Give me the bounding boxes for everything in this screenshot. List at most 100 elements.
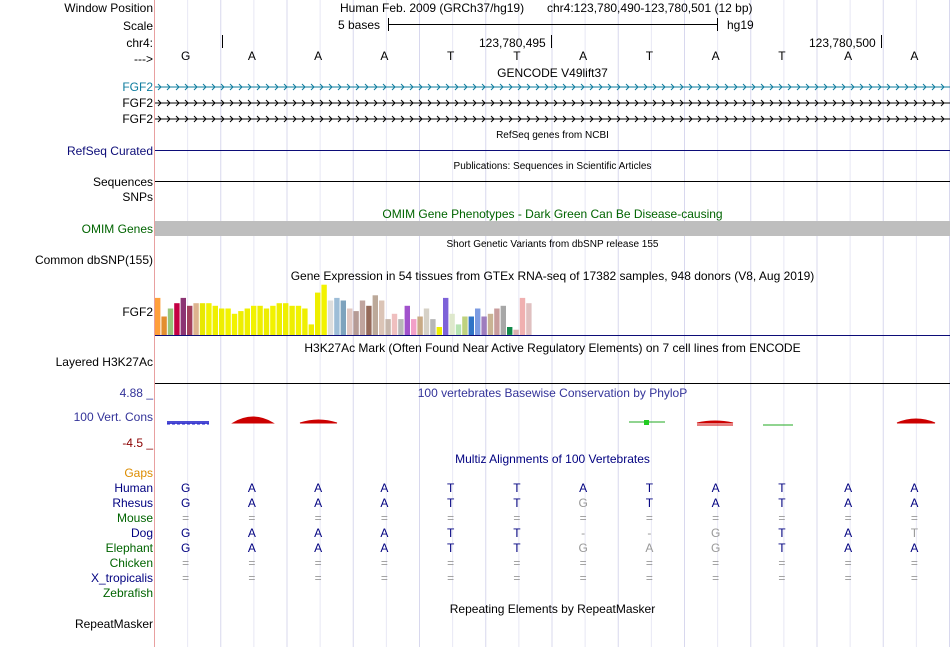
snps-label[interactable]: SNPs <box>122 190 153 204</box>
strand-chevron <box>193 115 198 123</box>
species-base: A <box>844 481 853 495</box>
strand-chevron <box>751 83 756 91</box>
species-base: = <box>314 571 322 585</box>
strand-chevron <box>175 83 180 91</box>
sequences-label[interactable]: Sequences <box>92 175 153 189</box>
species-base: = <box>778 556 786 570</box>
strand-chevron <box>373 99 378 107</box>
species-base: - <box>581 526 586 540</box>
strand-chevron <box>544 99 549 107</box>
gtex-tissue-bar <box>449 313 455 335</box>
species-label[interactable]: Zebrafish <box>102 586 153 600</box>
species-label[interactable]: Elephant <box>105 541 153 555</box>
species-label[interactable]: Rhesus <box>112 496 153 510</box>
repeat-label[interactable]: RepeatMasker <box>74 617 153 631</box>
strand-chevron <box>202 99 207 107</box>
phylop-wiggle[interactable] <box>155 405 950 435</box>
species-base: G <box>578 496 588 510</box>
species-base: T <box>513 541 521 555</box>
strand-chevron <box>490 99 495 107</box>
gtex-tissue-bar <box>379 300 385 335</box>
strand-chevron <box>562 99 567 107</box>
gtex-gene-label[interactable]: FGF2 <box>122 305 153 319</box>
species-base: = <box>182 511 190 525</box>
strand-chevron <box>274 115 279 123</box>
strand-chevron <box>877 115 882 123</box>
species-label[interactable]: Human <box>114 481 153 495</box>
strand-chevron <box>247 99 252 107</box>
gtex-expression-bars[interactable] <box>155 282 555 336</box>
strand-chevron <box>805 83 810 91</box>
strand-chevron <box>445 115 450 123</box>
h3k27-baseline <box>155 383 950 384</box>
strand-chevron <box>517 83 522 91</box>
phylop-label[interactable]: 100 Vert. Cons <box>73 410 153 424</box>
strand-chevron <box>481 83 486 91</box>
strand-chevron <box>283 99 288 107</box>
strand-chevron <box>328 99 333 107</box>
species-base: T <box>446 496 455 510</box>
strand-chevron <box>202 115 207 123</box>
omim-label[interactable]: OMIM Genes <box>81 222 153 236</box>
gencode-gene-label-2[interactable]: FGF2 <box>122 96 153 110</box>
strand-chevron <box>337 99 342 107</box>
sequences-line[interactable] <box>155 181 950 182</box>
strand-chevron <box>292 99 297 107</box>
species-base: = <box>380 556 388 570</box>
species-base: G <box>180 496 191 510</box>
strand-chevron <box>751 115 756 123</box>
strand-chevron <box>634 115 639 123</box>
strand-chevron <box>373 115 378 123</box>
species-label[interactable]: Chicken <box>109 556 153 570</box>
strand-chevron <box>625 83 630 91</box>
strand-chevron <box>886 115 891 123</box>
species-label[interactable]: X_tropicalis <box>90 571 153 585</box>
species-label[interactable]: Dog <box>130 526 153 540</box>
species-base: = <box>380 571 388 585</box>
gencode-gene-label-3[interactable]: FGF2 <box>122 112 153 126</box>
strand-chevron <box>670 83 675 91</box>
gtex-tissue-bar <box>327 300 334 335</box>
gaps-label[interactable]: Gaps <box>124 466 153 480</box>
strand-chevron <box>409 99 414 107</box>
strand-chevron <box>841 115 846 123</box>
h3k27-label[interactable]: Layered H3K27Ac <box>55 355 153 369</box>
gtex-tissue-bar <box>174 303 180 335</box>
omim-phenotype-bar[interactable] <box>155 221 950 236</box>
strand-chevron <box>445 99 450 107</box>
species-base: G <box>180 526 191 540</box>
h3k27-title: H3K27Ac Mark (Often Found Near Active Re… <box>304 341 801 355</box>
strand-chevron <box>796 115 801 123</box>
strand-chevron <box>508 83 513 91</box>
species-base: = <box>579 556 587 570</box>
strand-chevron <box>724 99 729 107</box>
base-letter: A <box>579 49 588 63</box>
gtex-tissue-bar <box>167 308 174 335</box>
dbsnp-label[interactable]: Common dbSNP(155) <box>34 253 153 267</box>
gtex-tissue-bar <box>276 303 282 335</box>
gtex-title: Gene Expression in 54 tissues from GTEx … <box>290 269 815 283</box>
strand-chevron <box>868 99 873 107</box>
species-label[interactable]: Mouse <box>116 511 153 525</box>
strand-chevron <box>355 115 360 123</box>
species-base: A <box>247 526 256 540</box>
gtex-baseline <box>155 335 950 336</box>
refseq-label[interactable]: RefSeq Curated <box>66 144 153 158</box>
strand-chevron <box>193 83 198 91</box>
strand-chevron <box>220 115 225 123</box>
species-base: A <box>380 526 389 540</box>
strand-chevron <box>184 115 189 123</box>
strand-chevron <box>454 83 459 91</box>
strand-chevron <box>427 99 432 107</box>
strand-chevron <box>301 99 306 107</box>
gencode-gene-label-1[interactable]: FGF2 <box>122 80 153 94</box>
strand-chevron <box>724 83 729 91</box>
strand-chevron <box>922 99 927 107</box>
gtex-tissue-bar <box>295 305 302 335</box>
strand-chevron <box>616 83 621 91</box>
species-base: = <box>778 511 786 525</box>
gencode-gene-lines[interactable] <box>155 80 950 126</box>
pubs-title: Publications: Sequences in Scientific Ar… <box>453 161 652 172</box>
strand-chevron <box>454 99 459 107</box>
refseq-gene-line[interactable] <box>155 150 950 151</box>
